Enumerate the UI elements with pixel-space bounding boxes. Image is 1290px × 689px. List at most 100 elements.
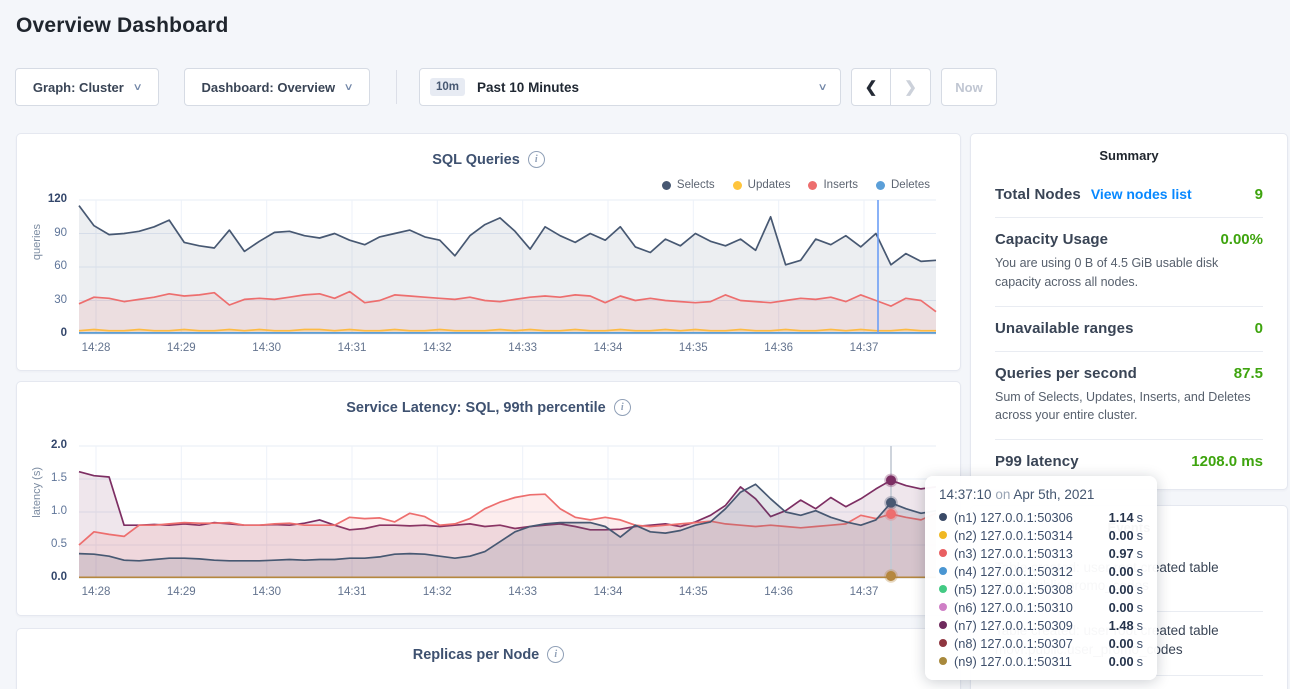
node-latency-value: 0.00 s (1108, 563, 1143, 579)
info-icon[interactable]: i (547, 646, 565, 663)
legend-dot (732, 180, 742, 190)
node-color-dot (939, 513, 947, 521)
legend-label: Deletes (891, 179, 930, 191)
x-tick-label: 14:28 (81, 586, 111, 598)
legend-label: Selects (676, 179, 715, 191)
x-tick-label: 14:33 (508, 342, 538, 354)
summary-row-value: 0.00% (1220, 231, 1263, 248)
summary-row: Total Nodes View nodes list 9 (995, 173, 1263, 218)
tooltip-timestamp: 14:37:10 on Apr 5th, 2021 (939, 487, 1095, 502)
node-color-dot (939, 639, 947, 647)
y-tick-label: 120 (47, 193, 67, 205)
y-tick-label: 0.0 (51, 571, 67, 583)
sql-y-axis: 0 30 60 90 120 (17, 193, 73, 339)
chevron-left-icon: ❮ (864, 79, 878, 96)
tooltip-row: (n2) 127.0.0.1:50314 0.00 s (939, 526, 1143, 544)
tooltip-row: (n9) 127.0.0.1:50311 0.00 s (939, 652, 1143, 670)
x-tick-label: 14:36 (764, 342, 794, 354)
node-color-dot (939, 603, 947, 611)
tooltip-rows: (n1) 127.0.0.1:50306 1.14 s (n2) 127.0.0.… (939, 508, 1143, 670)
legend-item-updates[interactable]: Updates (732, 179, 790, 191)
dashboard-label: Dashboard: Overview (201, 79, 336, 95)
summary-row-value: 1208.0 ms (1191, 453, 1263, 470)
latency-x-axis: 14:28 14:29 14:30 14:31 14:32 14:33 14:34 14:35… (79, 586, 936, 602)
now-button[interactable]: Now (941, 68, 997, 106)
tooltip-row: (n4) 127.0.0.1:50312 0.00 s (939, 562, 1143, 580)
service-latency-title: Service Latency: SQL, 99th percentile (346, 399, 606, 416)
node-address: (n9) 127.0.0.1:50311 (954, 653, 1072, 669)
node-color-dot (939, 531, 947, 539)
tooltip-row: (n1) 127.0.0.1:50306 1.14 s (939, 508, 1143, 526)
tooltip-row: (n5) 127.0.0.1:50308 0.00 s (939, 580, 1143, 598)
graph-scope-dropdown[interactable]: Graph: Cluster ∨ (15, 68, 159, 106)
x-tick-label: 14:30 (252, 586, 282, 598)
legend-dot (808, 180, 818, 190)
sql-x-axis: 14:28 14:29 14:30 14:31 14:32 14:33 14:34 14:35… (79, 342, 936, 358)
node-latency-value: 0.00 s (1108, 635, 1143, 651)
time-next-button[interactable]: ❯ (891, 68, 931, 106)
x-tick-label: 14:29 (166, 342, 196, 354)
node-latency-value: 1.14 s (1108, 509, 1143, 525)
y-tick-label: 60 (54, 260, 67, 272)
legend-item-deletes[interactable]: Deletes (876, 179, 930, 191)
dashboard-dropdown[interactable]: Dashboard: Overview ∨ (184, 68, 370, 106)
summary-panel: Summary Total Nodes View nodes list 9 Ca… (970, 133, 1288, 490)
y-tick-label: 0.5 (51, 538, 67, 550)
tooltip-row: (n6) 127.0.0.1:50310 0.00 s (939, 598, 1143, 616)
view-nodes-list-link[interactable]: View nodes list (1090, 186, 1192, 202)
node-address: (n8) 127.0.0.1:50307 (954, 635, 1073, 651)
summary-row-value: 0 (1254, 319, 1263, 337)
legend-item-selects[interactable]: Selects (661, 179, 715, 191)
sql-queries-panel: SQL Queries i Selects Updates Inserts Delet… (16, 133, 961, 371)
tooltip-row: (n8) 127.0.0.1:50307 0.00 s (939, 634, 1143, 652)
node-address: (n2) 127.0.0.1:50314 (954, 527, 1073, 543)
summary-row-value: 9 (1254, 186, 1263, 203)
now-button-label: Now (955, 79, 983, 95)
x-tick-label: 14:32 (422, 586, 452, 598)
node-address: (n3) 127.0.0.1:50313 (954, 545, 1073, 561)
node-address: (n1) 127.0.0.1:50306 (954, 509, 1073, 525)
x-tick-label: 14:32 (422, 342, 452, 354)
y-tick-label: 2.0 (51, 439, 67, 451)
legend-dot (661, 180, 671, 190)
summary-row-description: Sum of Selects, Updates, Inserts, and De… (995, 389, 1251, 423)
sql-queries-legend: Selects Updates Inserts Deletes (661, 179, 930, 191)
sql-queries-title: SQL Queries (432, 151, 520, 168)
chevron-down-icon: ∨ (132, 81, 143, 93)
legend-dot (876, 180, 885, 190)
service-latency-chart[interactable] (78, 445, 937, 583)
summary-row: Queries per second 87.5 Sum of Selects, … (995, 352, 1263, 440)
legend-item-inserts[interactable]: Inserts (808, 179, 858, 191)
x-tick-label: 14:31 (337, 586, 367, 598)
tooltip-row: (n7) 127.0.0.1:50309 1.48 s (939, 616, 1143, 634)
controls-divider (396, 70, 397, 104)
page-title: Overview Dashboard (16, 14, 229, 37)
x-tick-label: 14:34 (593, 586, 623, 598)
summary-row-description: You are using 0 B of 4.5 GiB usable disk… (995, 256, 1219, 289)
x-tick-label: 14:35 (678, 586, 708, 598)
summary-row: P99 latency 1208.0 ms (995, 440, 1263, 484)
time-range-label: Past 10 Minutes (477, 79, 580, 95)
node-address: (n4) 127.0.0.1:50312 (954, 563, 1073, 579)
summary-row: Capacity Usage 0.00% You are using 0 B o… (995, 218, 1263, 307)
x-tick-label: 14:33 (508, 586, 538, 598)
chevron-right-icon: ❯ (904, 79, 917, 96)
chart-hover-tooltip: 14:37:10 on Apr 5th, 2021 (n1) 127.0.0.1… (925, 476, 1157, 680)
x-tick-label: 14:28 (81, 342, 111, 354)
chevron-down-icon: ∨ (343, 81, 354, 93)
info-icon[interactable]: i (613, 399, 631, 416)
time-nav-group: ❮ ❯ (851, 68, 931, 106)
sql-queries-chart[interactable] (78, 199, 937, 335)
summary-row-value: 87.5 (1233, 364, 1263, 382)
node-address: (n7) 127.0.0.1:50309 (954, 617, 1073, 633)
time-prev-button[interactable]: ❮ (851, 68, 891, 106)
node-address: (n5) 127.0.0.1:50308 (954, 581, 1073, 597)
legend-label: Inserts (823, 179, 858, 191)
node-address: (n6) 127.0.0.1:50310 (954, 599, 1073, 615)
summary-rows: Total Nodes View nodes list 9 Capacity U… (995, 173, 1263, 484)
time-range-selector[interactable]: 10m Past 10 Minutes ∨ (419, 68, 841, 106)
info-icon[interactable]: i (527, 151, 545, 168)
node-latency-value: 0.00 s (1108, 527, 1143, 543)
y-tick-label: 30 (54, 293, 67, 306)
summary-row-label: Unavailable ranges (995, 319, 1134, 337)
